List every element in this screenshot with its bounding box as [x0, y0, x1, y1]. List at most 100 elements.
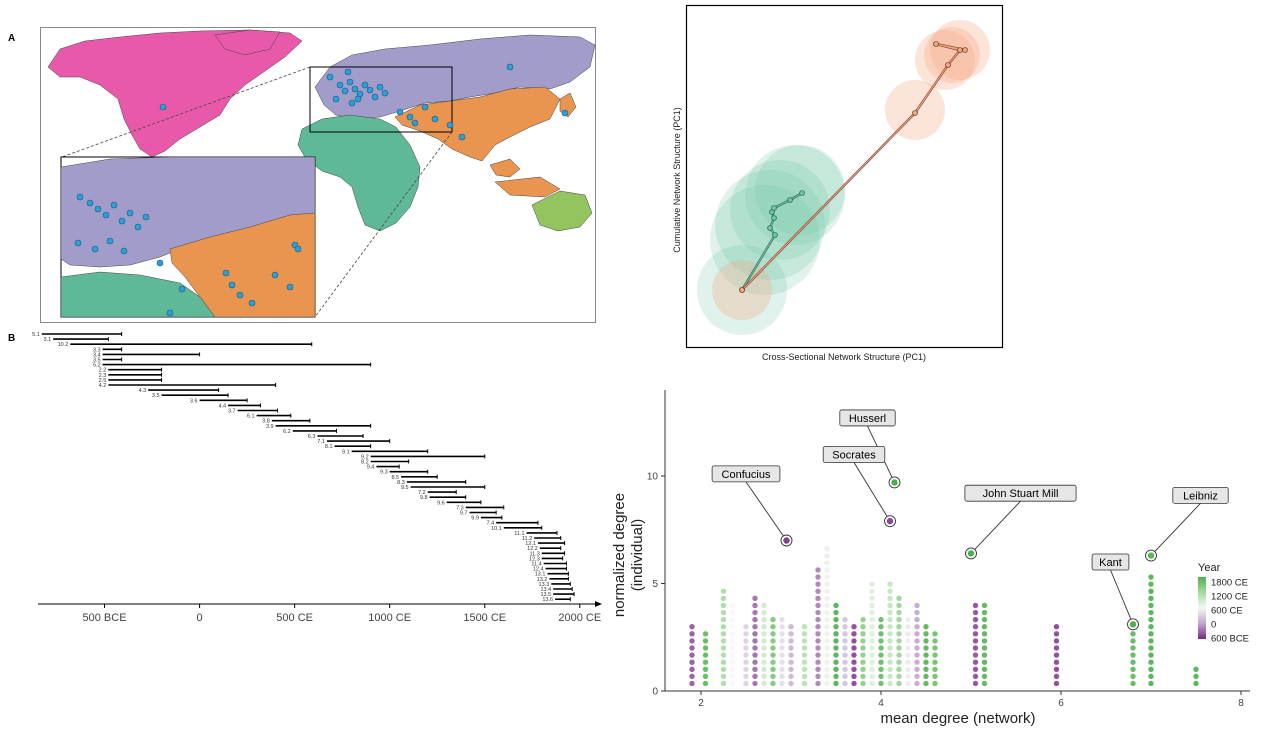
scatter-point [752, 624, 758, 630]
highlight-point [1147, 552, 1155, 559]
scatter-point [896, 638, 902, 644]
scatter-point [761, 609, 767, 616]
scatter-point [923, 638, 929, 644]
scatter-point [1148, 680, 1154, 687]
highlight-label-box [1172, 486, 1229, 504]
timeline-tick-label: 2000 CE [558, 612, 601, 624]
scatter-point [779, 673, 785, 680]
map-point [236, 291, 244, 299]
map-point [91, 245, 99, 253]
scatter-point [720, 616, 727, 623]
scatter-point [1148, 581, 1154, 587]
scatter-point [860, 616, 866, 623]
scatter-point [833, 631, 839, 637]
scatter-point [815, 588, 821, 594]
highlight-label-box [822, 446, 886, 463]
scatter-point [851, 652, 857, 658]
scatter-point [878, 624, 884, 630]
pca-uncertainty-green [715, 170, 825, 280]
map-point [110, 201, 118, 209]
map-point [361, 81, 369, 89]
timeline-bar-label: 13.1 [535, 572, 546, 578]
scatter-x-tick-label: 8 [1238, 698, 1244, 709]
map-point [102, 211, 110, 219]
pca-node-orange [739, 287, 745, 293]
timeline-bar-label: 11.1 [514, 531, 524, 537]
timeline-bar-label: 9.6 [437, 500, 445, 506]
scatter-point [932, 673, 938, 680]
scatter-point [779, 624, 785, 630]
scatter-point [869, 659, 875, 665]
scatter-point [896, 652, 902, 658]
scatter-point [770, 659, 776, 665]
scatter-point [761, 624, 767, 630]
map-point [341, 87, 349, 95]
scatter-point [770, 624, 776, 630]
pca-node-orange [933, 41, 939, 47]
panel-letter-a: A [8, 33, 16, 44]
scatter-point [972, 652, 979, 658]
scatter-point [905, 659, 911, 665]
timeline-bar-label: 9.4 [367, 465, 375, 471]
scatter-point [842, 631, 848, 637]
scatter-point [860, 659, 866, 665]
scatter-point [981, 652, 988, 658]
scatter-point [972, 638, 979, 644]
scatter-point [869, 645, 875, 651]
scatter-point [689, 645, 695, 651]
scatter-point [833, 609, 839, 616]
scatter-point [720, 673, 727, 680]
scatter-point [689, 624, 695, 630]
scatter-point [729, 673, 736, 680]
timeline-bar-label: 7.3 [456, 505, 464, 511]
scatter-point [729, 602, 736, 609]
timeline-bar-label: 4.3 [139, 388, 147, 394]
scatter-point [779, 631, 785, 637]
timeline-chart: 5.13.110.23.33.43.55.22.22.32.54.24.33.5… [32, 332, 602, 624]
scatter-point [752, 638, 758, 644]
scatter-point [761, 666, 767, 672]
scatter-point [779, 659, 785, 665]
map-point [294, 245, 302, 253]
scatter-point [851, 645, 857, 651]
scatter-point [887, 616, 893, 623]
scatter-point [752, 673, 758, 680]
scatter-point [720, 602, 727, 609]
map-point [406, 113, 414, 121]
scatter-point [689, 659, 695, 665]
highlight-label: Socrates [832, 450, 876, 462]
region-indonesia [494, 176, 561, 198]
map-inset [60, 156, 316, 318]
highlight-label: Husserl [849, 413, 886, 425]
scatter-point [869, 595, 875, 602]
timeline-bar-label: 13.6 [542, 597, 553, 603]
scatter-point [824, 609, 830, 616]
pca-node-orange [962, 47, 968, 53]
scatter-point [824, 602, 830, 609]
scatter-point [896, 602, 902, 609]
pca-trajectory-plot: Cross-Sectional Network Structure (PC1) … [672, 4, 1004, 362]
scatter-point [932, 645, 938, 651]
timeline-bar-label: 3.3 [93, 347, 101, 353]
scatter-legend: Year 1800 CE 1200 CE 600 CE 0 600 BCE [1198, 562, 1249, 645]
timeline-bar-label: 10.2 [58, 342, 69, 348]
scatter-point [932, 652, 938, 658]
scatter-point [779, 638, 785, 644]
scatter-point [770, 645, 776, 651]
scatter-point [972, 673, 979, 680]
scatter-point [824, 673, 830, 680]
map-points [74, 63, 569, 317]
legend-label: 0 [1211, 620, 1216, 631]
scatter-point [761, 645, 767, 651]
scatter-point [972, 659, 979, 665]
scatter-point [869, 581, 875, 587]
scatter-point [720, 645, 727, 651]
scatter-point [801, 673, 808, 680]
scatter-point [779, 645, 785, 651]
map-point [366, 86, 374, 94]
scatter-point [972, 680, 979, 687]
map-point [354, 95, 362, 103]
map-point [228, 281, 236, 289]
scatter-point [788, 680, 794, 687]
pca-node-orange [912, 110, 918, 116]
